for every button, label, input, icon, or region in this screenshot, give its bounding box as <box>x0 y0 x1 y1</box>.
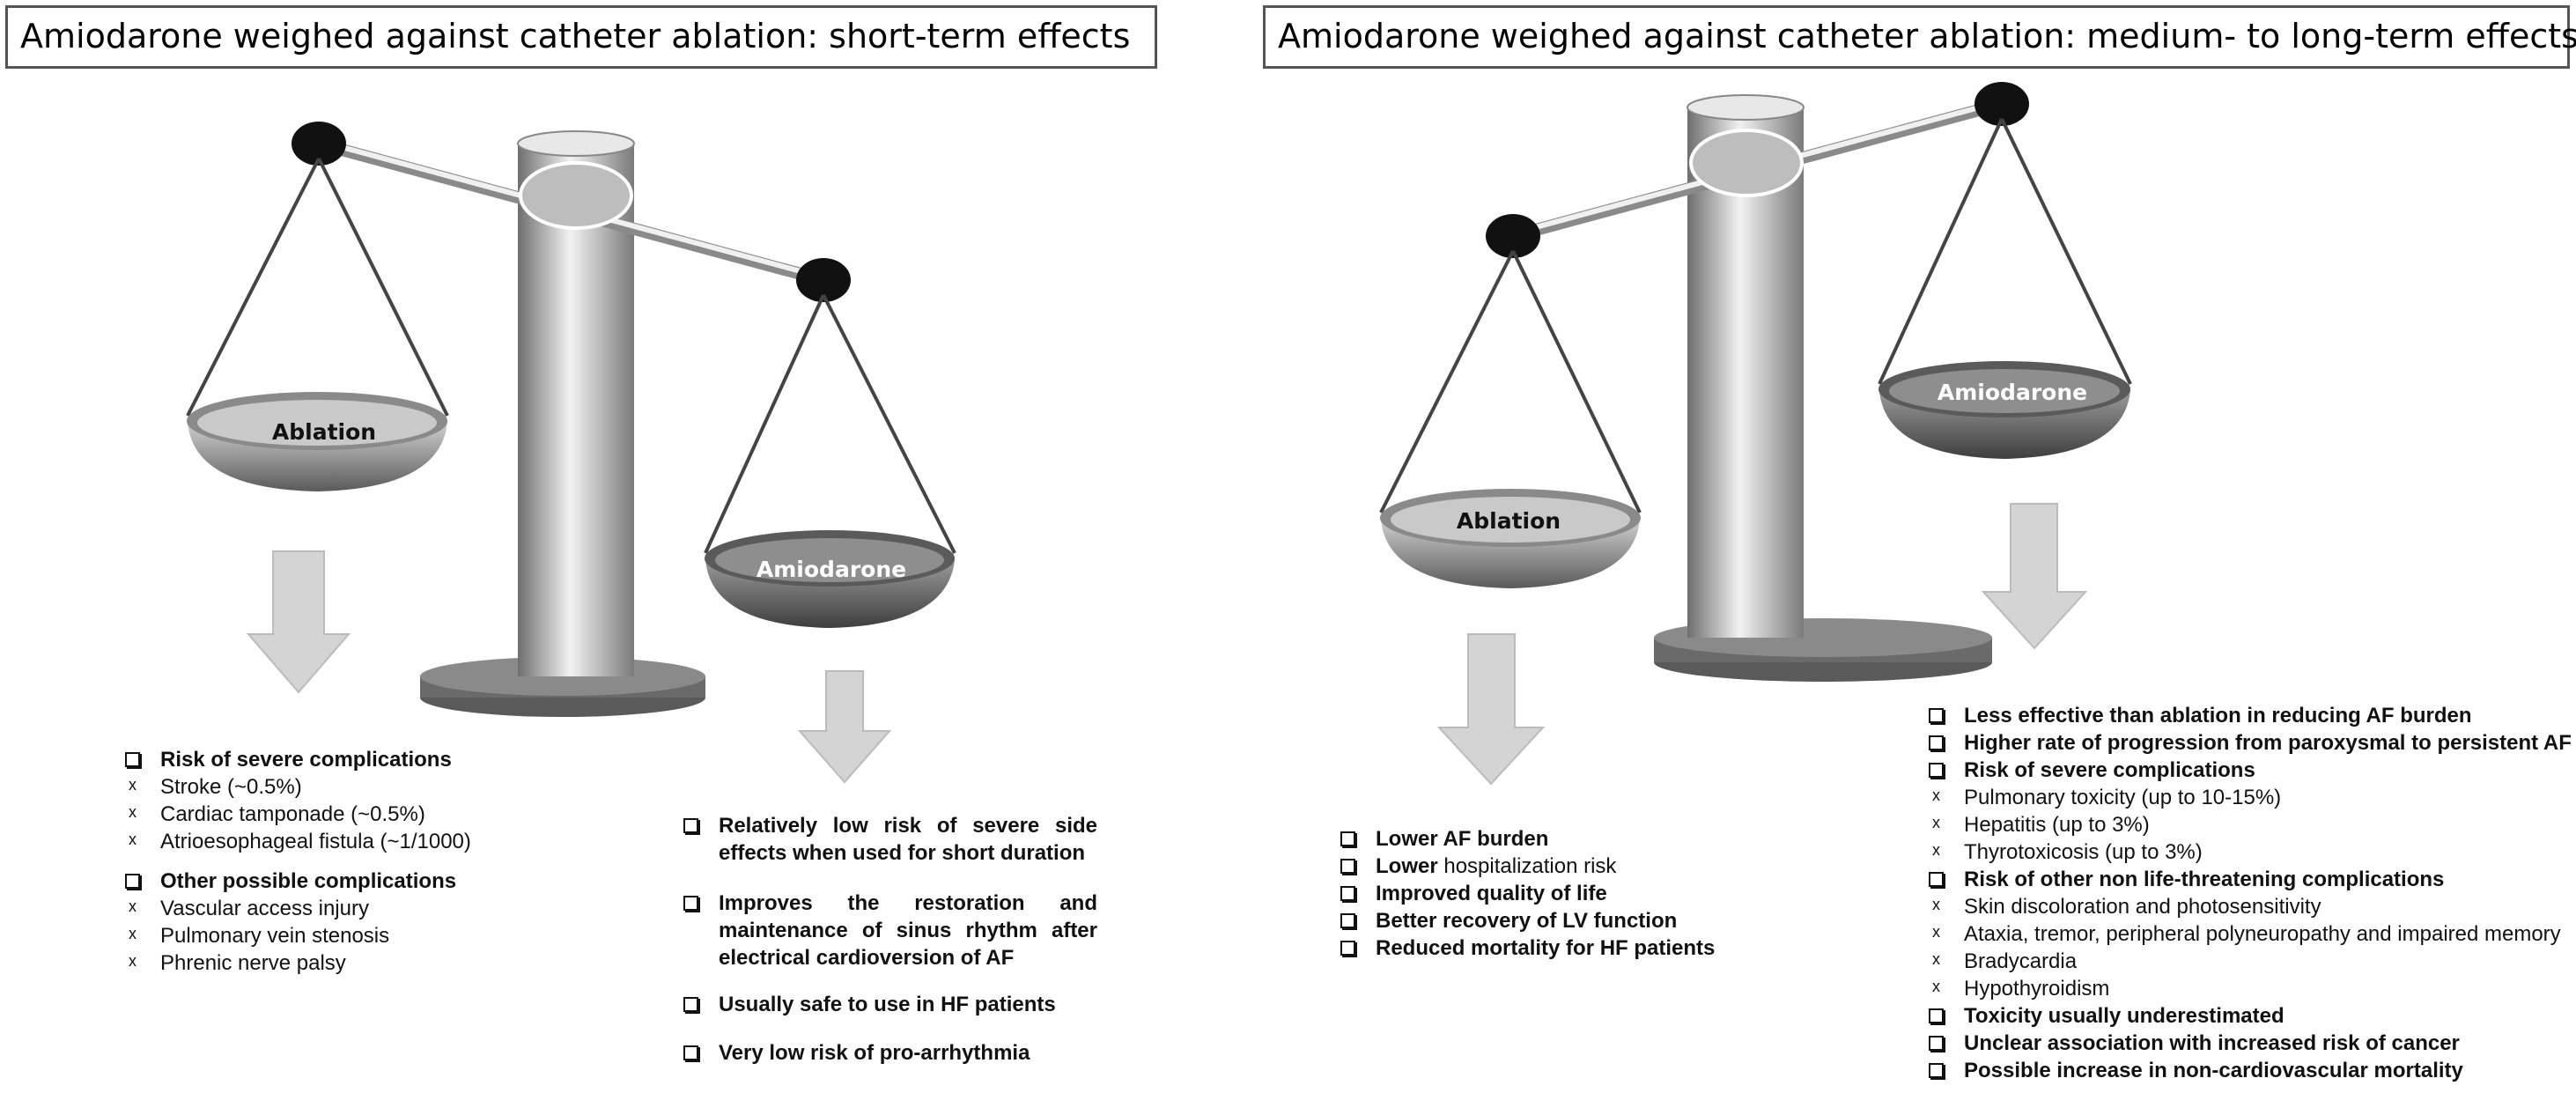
list-item: Less effective than ablation in reducing… <box>1923 702 2572 729</box>
list-item: Lower AF burden <box>1335 825 1715 853</box>
list-item: Toxicity usually underestimated <box>1923 1002 2572 1030</box>
list-item: Improved quality of life <box>1335 880 1715 907</box>
arrow-down-left <box>1436 633 1546 786</box>
list-item: Unclear association with increased risk … <box>1923 1030 2572 1057</box>
panel1-scale <box>186 122 956 784</box>
scale-knob-right <box>1974 82 2029 126</box>
list-item: Reduced mortality for HF patients <box>1335 934 1715 962</box>
list-item-normal: hospitalization risk <box>1443 854 1617 878</box>
arrow-down-right <box>1981 503 2088 650</box>
list-item: Bradycardia <box>1923 946 2572 975</box>
list-item: Atrioesophageal fistula (~1/1000) <box>120 826 471 855</box>
list-item: Very low risk of pro-arrhythmia <box>678 1039 1097 1067</box>
pan-right-label: Amiodarone <box>1938 380 2087 405</box>
panel2-title: Amiodarone weighed against catheter abla… <box>1263 5 2576 69</box>
scale-pillar <box>518 144 634 676</box>
list-item: Cardiac tamponade (~0.5%) <box>120 799 471 828</box>
list-item-bold: Lower <box>1376 854 1444 878</box>
list-item: Stroke (~0.5%) <box>120 772 471 801</box>
pan-left-label: Ablation <box>272 419 376 445</box>
list-item: Risk of severe complications <box>1923 757 2572 784</box>
panel1-title: Amiodarone weighed against catheter abla… <box>5 5 1157 69</box>
list-item: Pulmonary vein stenosis <box>120 920 471 949</box>
pan-right-label: Amiodarone <box>757 557 906 582</box>
amiodarone-short-term-list: Relatively low risk of severe side effec… <box>678 812 1097 1089</box>
amiodarone-long-term-list: Less effective than ablation in reducing… <box>1923 702 2572 1084</box>
list-item: Phrenic nerve palsy <box>120 948 471 977</box>
list-item: Relatively low risk of severe side effec… <box>678 812 1097 867</box>
scale-knob-left <box>1486 214 1540 258</box>
panel2-scale <box>1379 82 2132 786</box>
pan-left-label: Ablation <box>1457 508 1561 534</box>
ablation-long-term-list: Lower AF burden Lower hospitalization ri… <box>1335 825 1715 962</box>
ablation-short-term-list: Risk of severe complications Stroke (~0.… <box>120 746 471 977</box>
list-item: Better recovery of LV function <box>1335 907 1715 934</box>
list-item: Ataxia, tremor, peripheral polyneuropath… <box>1923 919 2572 948</box>
list-item: Risk of severe complications <box>120 746 471 773</box>
list-item: Possible increase in non-cardiovascular … <box>1923 1057 2572 1084</box>
list-item: Lower hospitalization risk <box>1335 853 1715 880</box>
list-item: Improves the restoration and maintenance… <box>678 890 1097 971</box>
list-item: Usually safe to use in HF patients <box>678 991 1097 1018</box>
list-item: Thyrotoxicosis (up to 3%) <box>1923 837 2572 866</box>
arrow-down-left <box>246 550 351 694</box>
list-item: Higher rate of progression from paroxysm… <box>1923 729 2572 757</box>
list-item: Skin discoloration and photosensitivity <box>1923 891 2572 920</box>
list-item: Hypothyroidism <box>1923 973 2572 1002</box>
list-item: Other possible complications <box>120 868 471 895</box>
scale-knob-left <box>292 122 346 166</box>
list-item: Vascular access injury <box>120 893 471 922</box>
scale-knob-right <box>796 258 851 302</box>
list-item: Risk of other non life-threatening compl… <box>1923 866 2572 893</box>
list-item: Hepatitis (up to 3%) <box>1923 809 2572 838</box>
arrow-down-right <box>797 670 892 784</box>
list-item: Pulmonary toxicity (up to 10-15%) <box>1923 782 2572 811</box>
